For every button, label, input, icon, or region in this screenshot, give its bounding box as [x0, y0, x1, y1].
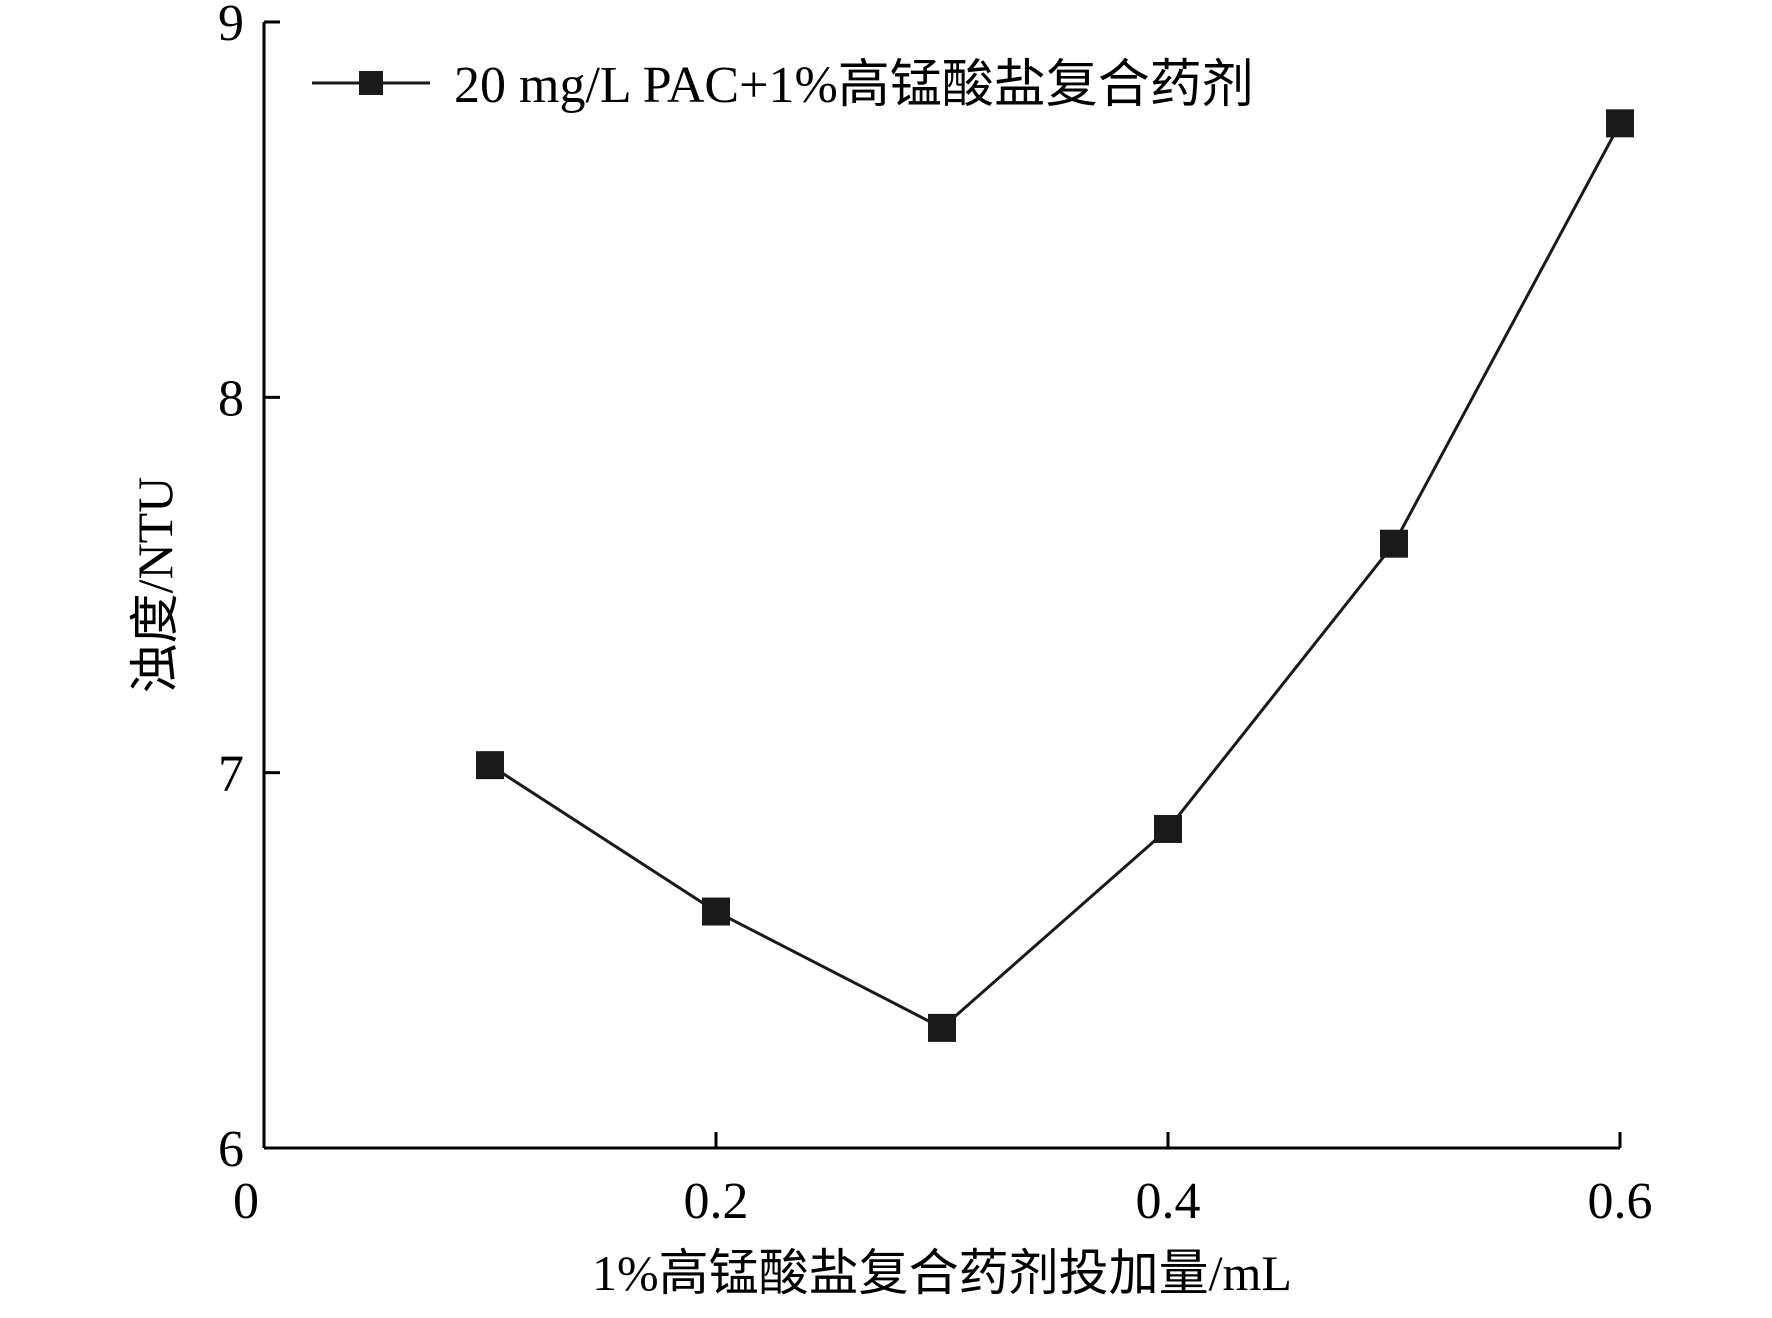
y-tick-label: 6: [218, 1121, 244, 1178]
x-tick-label: 0: [233, 1173, 259, 1230]
x-ticks: 0 0.2 0.4 0.6: [233, 1132, 1653, 1230]
data-point-marker: [928, 1013, 956, 1042]
data-point-marker: [476, 751, 504, 780]
plot-area: 6 7 8 9 0 0.2 0.4 0.6: [218, 0, 1653, 1230]
y-tick-label: 9: [218, 0, 244, 52]
legend-label: 20 mg/L PAC+1%高锰酸盐复合药剂: [454, 57, 1254, 114]
y-axis-title: 浊度/NTU: [127, 477, 183, 694]
data-point-marker: [702, 897, 730, 926]
y-tick-label: 7: [218, 746, 244, 803]
legend-square-marker: [359, 71, 383, 95]
x-tick-label: 0.6: [1588, 1173, 1653, 1230]
x-tick-label: 0.4: [1136, 1173, 1201, 1230]
x-tick-label: 0.2: [684, 1173, 749, 1230]
y-tick-label: 8: [218, 370, 244, 427]
legend: 20 mg/L PAC+1%高锰酸盐复合药剂: [312, 57, 1254, 114]
x-axis-title: 1%高锰酸盐复合药剂投加量/mL: [592, 1245, 1292, 1301]
data-point-marker: [1380, 529, 1408, 558]
data-point-marker: [1154, 814, 1182, 843]
data-point-marker: [1606, 109, 1634, 138]
y-ticks: 6 7 8 9: [218, 0, 280, 1178]
series-group: [476, 109, 1634, 1042]
series-line: [489, 122, 1622, 1030]
